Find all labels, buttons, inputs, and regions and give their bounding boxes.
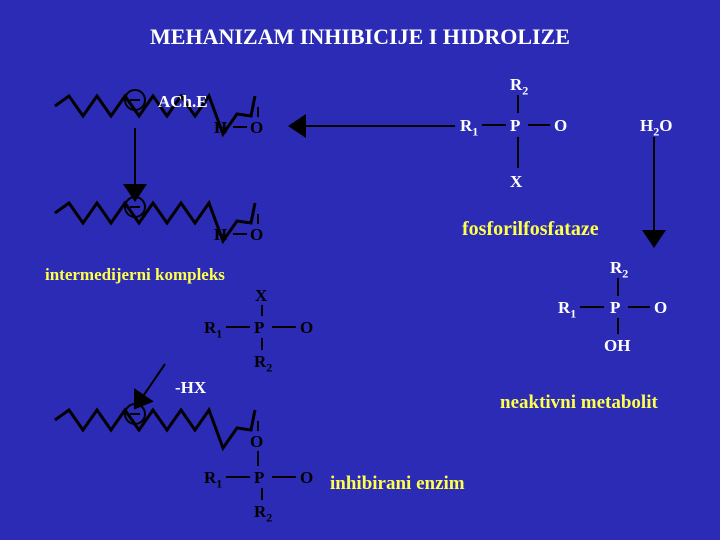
label-P4_R2: R2 [610, 258, 628, 281]
label-P1: P [510, 116, 520, 136]
label-P4_R1: R1 [558, 298, 576, 321]
label-P3: P [254, 468, 264, 488]
label-P2_O: O [300, 318, 313, 338]
label-P3_R1: R1 [204, 468, 222, 491]
label-fos: fosforilfosfataze [462, 218, 599, 241]
label-P2_R2: R2 [254, 352, 272, 375]
label-P1_R1: R1 [460, 116, 478, 139]
label-P4_OH: OH [604, 336, 630, 356]
label-P3_R2: R2 [254, 502, 272, 525]
label-O3: O [250, 432, 263, 452]
label-hx: -HX [175, 378, 206, 398]
label-HO1_H: H [214, 118, 227, 138]
label-P2: P [254, 318, 264, 338]
label-X2: X [255, 286, 267, 306]
label-HO2_O: O [250, 225, 263, 245]
label-P1_O: O [554, 116, 567, 136]
label-P3_O: O [300, 468, 313, 488]
label-HO2_H: H [214, 225, 227, 245]
label-P2_R1: R1 [204, 318, 222, 341]
reaction-arrow [135, 364, 165, 408]
label-inhib: inhibirani enzim [330, 473, 465, 495]
label-neakt: neaktivni metabolit [500, 392, 658, 414]
label-P1_R2: R2 [510, 75, 528, 98]
label-ache: ACh.E [158, 92, 208, 112]
label-h2o: H2O [640, 116, 672, 139]
label-HO1_O: O [250, 118, 263, 138]
label-P4: P [610, 298, 620, 318]
label-komp: intermedijerni kompleks [45, 265, 225, 285]
diagram-title: MEHANIZAM INHIBICIJE I HIDROLIZE [0, 24, 720, 50]
enzyme-surface [55, 404, 255, 448]
label-P4_O: O [654, 298, 667, 318]
label-X1: X [510, 172, 522, 192]
